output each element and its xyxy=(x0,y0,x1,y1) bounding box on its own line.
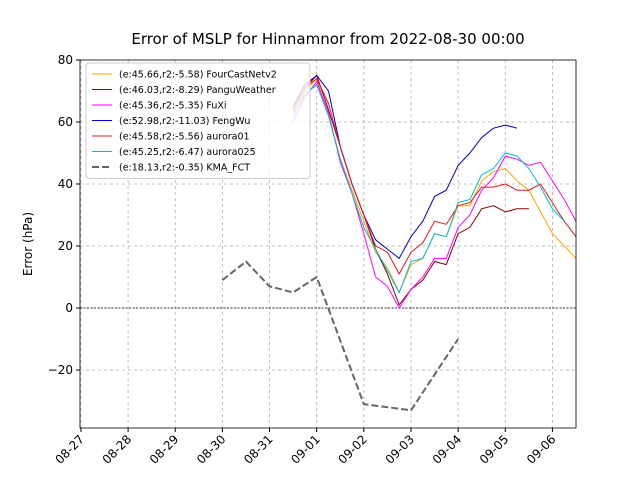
series-line xyxy=(292,74,518,260)
x-tick-label: 09-04 xyxy=(430,432,465,467)
x-tick-label: 09-03 xyxy=(383,432,418,467)
series-line xyxy=(221,260,459,412)
series-line xyxy=(292,83,565,294)
legend-label: (e:45.36,r2:-5.35) FuXi xyxy=(119,101,227,112)
x-tick-label: 09-05 xyxy=(477,432,512,467)
legend-label: (e:45.25,r2:-6.47) aurora025 xyxy=(119,147,256,158)
series-line xyxy=(292,77,577,294)
y-tick-label: −20 xyxy=(48,363,73,377)
legend-label: (e:18.13,r2:-0.35) KMA_FCT xyxy=(119,163,250,174)
x-tick-label: 08-30 xyxy=(194,432,229,467)
legend-label: (e:52.98,r2:-11.03) FengWu xyxy=(119,116,250,127)
x-tick-label: 08-28 xyxy=(100,432,135,467)
y-tick-label: 80 xyxy=(58,53,73,67)
y-axis-label: Error (hPa) xyxy=(21,212,35,276)
legend-label: (e:46.03,r2:-8.29) PanguWeather xyxy=(119,85,276,96)
x-tick-label: 08-31 xyxy=(241,432,276,467)
legend-label: (e:45.58,r2:-5.56) aurora01 xyxy=(119,132,250,143)
plot-frame xyxy=(79,59,577,429)
chart-title: Error of MSLP for Hinnamnor from 2022-08… xyxy=(131,30,524,48)
x-tick-label: 08-29 xyxy=(147,432,182,467)
x-tick-label: 09-02 xyxy=(335,432,370,467)
x-tick-label: 09-06 xyxy=(524,432,559,467)
x-tick-label: 08-27 xyxy=(53,432,88,467)
y-tick-label: 0 xyxy=(65,301,73,315)
series-line xyxy=(292,80,577,309)
y-tick-label: 40 xyxy=(58,177,73,191)
legend-label: (e:45.66,r2:-5.58) FourCastNetv2 xyxy=(119,70,277,81)
series-line xyxy=(292,77,577,275)
y-tick-label: 60 xyxy=(58,115,73,129)
y-tick-label: 20 xyxy=(58,239,73,253)
legend-box xyxy=(85,62,311,179)
x-tick-label: 09-01 xyxy=(288,432,323,467)
